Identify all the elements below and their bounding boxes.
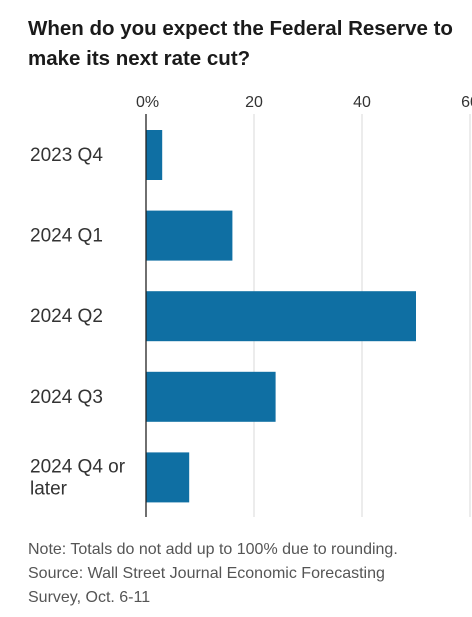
category-labels: 2023 Q4 2024 Q1 2024 Q2 2024 Q3 2024 Q4 orla… <box>30 145 126 499</box>
bar <box>146 291 416 342</box>
bars <box>146 130 416 503</box>
bar <box>146 452 190 503</box>
x-axis-ticks: 0% 20 40 60 <box>136 94 472 111</box>
x-tick-label: 40 <box>353 94 371 111</box>
source-line-2: Survey, Oct. 6-11 <box>28 589 151 606</box>
bar <box>146 371 276 422</box>
category-label: 2024 Q2 <box>30 306 103 327</box>
category-label: later <box>30 478 68 499</box>
footnote: Note: Totals do not add up to 100% due t… <box>28 538 468 610</box>
bar <box>146 210 233 261</box>
category-label: 2024 Q1 <box>30 226 103 247</box>
x-tick-label: 20 <box>245 94 263 111</box>
category-label: 2024 Q4 or <box>30 456 126 477</box>
chart-title: When do you expect the Federal Reserve t… <box>28 17 453 70</box>
note-text: Note: Totals do not add up to 100% due t… <box>28 541 398 558</box>
x-tick-label: 0% <box>136 94 159 111</box>
source-line-1: Source: Wall Street Journal Economic For… <box>28 565 385 582</box>
x-tick-label: 60 <box>461 94 472 111</box>
category-label: 2024 Q3 <box>30 387 103 408</box>
category-label: 2023 Q4 <box>30 145 103 166</box>
bar <box>146 130 163 180</box>
